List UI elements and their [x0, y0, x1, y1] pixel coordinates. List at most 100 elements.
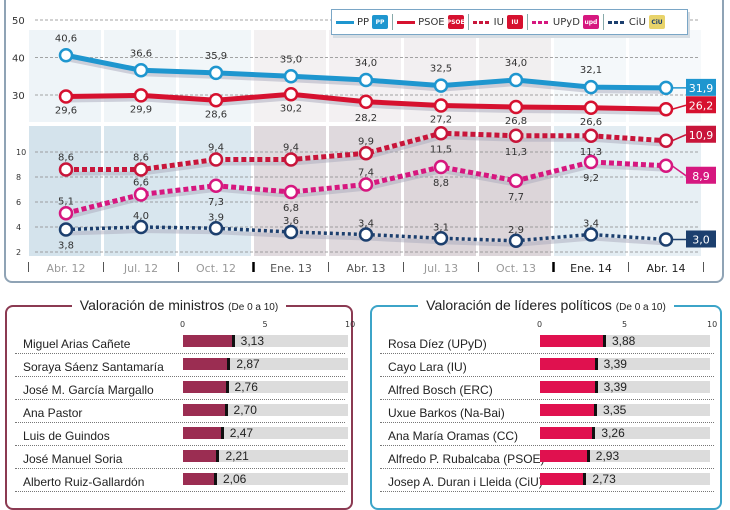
- person-name: Rosa Díez (UPyD): [388, 337, 487, 351]
- rating-row: Rosa Díez (UPyD) 3,88: [380, 331, 714, 354]
- series-line-upyd: [65, 159, 667, 216]
- bar-track: [183, 381, 348, 393]
- data-point-pp: [58, 48, 74, 63]
- legend-label: PSOE: [418, 16, 445, 28]
- scale-tick-label: 10: [345, 320, 356, 329]
- leaders-title: Valoración de líderes políticos (De 0 a …: [418, 297, 674, 313]
- scale-tick-label: 10: [707, 320, 718, 329]
- data-point-ciu: [58, 222, 74, 237]
- bar-track: [183, 473, 348, 485]
- x-tick-label: Abr. 12: [46, 262, 85, 275]
- data-label: 32,1: [580, 65, 602, 76]
- data-point-ciu: [133, 219, 149, 235]
- data-point-pp: [133, 63, 149, 78]
- data-point-iu: [583, 128, 599, 143]
- data-point-psoe: [508, 99, 524, 115]
- data-point-pp: [508, 72, 524, 88]
- rating-bar: [183, 427, 224, 439]
- data-point-iu: [58, 162, 74, 177]
- data-point-ciu: [283, 224, 299, 240]
- person-name: Soraya Sáenz Santamaría: [23, 360, 164, 374]
- y-tick-label: 50: [12, 16, 25, 27]
- person-name: Luis de Guindos: [23, 429, 110, 443]
- bar-track: [540, 450, 710, 462]
- y-tick-label: 10: [16, 148, 26, 157]
- x-tick-label: Abr. 13: [346, 262, 385, 275]
- data-label: 6,6: [133, 178, 149, 189]
- data-label: 8,6: [58, 153, 74, 164]
- data-label: 11,3: [505, 147, 527, 158]
- rating-bar: [540, 450, 590, 462]
- person-name: Cayo Lara (IU): [388, 360, 467, 374]
- data-label: 34,0: [355, 58, 377, 69]
- data-label: 8,6: [133, 153, 149, 164]
- end-label-box: [686, 78, 716, 96]
- data-point-upyd: [283, 184, 299, 200]
- rating-bar: [183, 404, 228, 416]
- data-label: 35,9: [205, 51, 227, 62]
- data-point-ciu: [508, 233, 524, 248]
- data-point-iu: [283, 152, 299, 167]
- data-label: 32,5: [430, 64, 452, 75]
- rating-bar: [540, 381, 598, 393]
- data-point-iu: [658, 133, 674, 148]
- legend-item-pp: PP PP: [332, 14, 394, 30]
- data-point-psoe: [583, 100, 599, 115]
- rating-row: Ana María Oramas (CC) 3,26: [380, 423, 714, 446]
- legend-label: IU: [493, 16, 504, 28]
- x-tick-label: Jul. 13: [423, 262, 458, 275]
- column-band-upper: [29, 30, 101, 122]
- data-label: 11,3: [580, 147, 602, 158]
- y-tick-label: 6: [16, 198, 21, 207]
- end-label-box: [686, 96, 716, 114]
- chart-legend: PP PP PSOE PSOE IU IU UPyD upd CiU CiU: [331, 9, 688, 35]
- rating-bar: [183, 335, 235, 347]
- bar-track: [183, 404, 348, 416]
- x-tick-label: Jul. 12: [123, 262, 158, 275]
- rating-value: 2,87: [236, 357, 260, 371]
- data-point-psoe: [133, 88, 149, 103]
- party-logo-icon: upd: [582, 15, 599, 29]
- data-point-ciu: [583, 227, 599, 242]
- y-tick-label: 2: [16, 248, 21, 257]
- x-tick-label: Ene. 13: [270, 262, 312, 275]
- person-name: José M. García Margallo: [23, 383, 154, 397]
- end-label-box: [686, 230, 716, 248]
- rating-bar: [183, 381, 229, 393]
- scale-tick-label: 5: [622, 320, 628, 329]
- party-logo-icon: CiU: [648, 15, 665, 29]
- y-tick-label: 8: [16, 173, 21, 182]
- data-label: 5,1: [58, 196, 74, 207]
- bar-track: [183, 358, 348, 370]
- rating-bar: [540, 335, 606, 347]
- leaders-rating-panel: Valoración de líderes políticos (De 0 a …: [370, 297, 722, 510]
- rating-value: 3,39: [603, 380, 627, 394]
- rating-value: 3,88: [611, 334, 636, 348]
- data-label: 4,0: [133, 211, 149, 222]
- legend-swatch: [397, 20, 416, 24]
- data-point-ciu: [658, 232, 674, 247]
- data-label: 27,2: [430, 115, 452, 126]
- ministers-rating-panel: Valoración de ministros (De 0 a 10) 0 5 10…: [5, 297, 356, 510]
- x-tick-label: Oct. 12: [196, 262, 236, 275]
- data-label: 36,6: [130, 48, 152, 59]
- data-label: 3,4: [583, 219, 599, 230]
- rating-bar: [540, 404, 597, 416]
- party-logo-icon: PP: [372, 15, 389, 29]
- data-label: 9,9: [358, 136, 374, 147]
- data-point-psoe: [283, 87, 299, 102]
- bar-track: [540, 381, 710, 393]
- line-chart: 50 40 30 10 8 6 4 2 Abr. 12 Jul. 12 Oct. 12 Ene. 13…: [12, 16, 716, 275]
- data-label: 7,3: [208, 197, 224, 208]
- person-name: Ana Pastor: [23, 406, 83, 420]
- bar-track: [183, 450, 348, 462]
- ministers-title: Valoración de ministros (De 0 a 10): [71, 297, 287, 313]
- data-label: 40,6: [55, 33, 77, 44]
- rating-row: José M. García Margallo 2,76: [15, 377, 348, 400]
- data-label: 2,9: [508, 225, 524, 236]
- data-label: 3,4: [358, 219, 374, 230]
- rating-value: 2,06: [222, 472, 247, 486]
- rating-bar: [183, 473, 217, 485]
- data-label: 28,2: [355, 113, 377, 124]
- legend-label: CiU: [628, 16, 646, 28]
